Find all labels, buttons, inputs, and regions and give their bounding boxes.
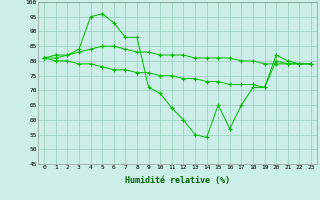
X-axis label: Humidité relative (%): Humidité relative (%)	[125, 176, 230, 185]
